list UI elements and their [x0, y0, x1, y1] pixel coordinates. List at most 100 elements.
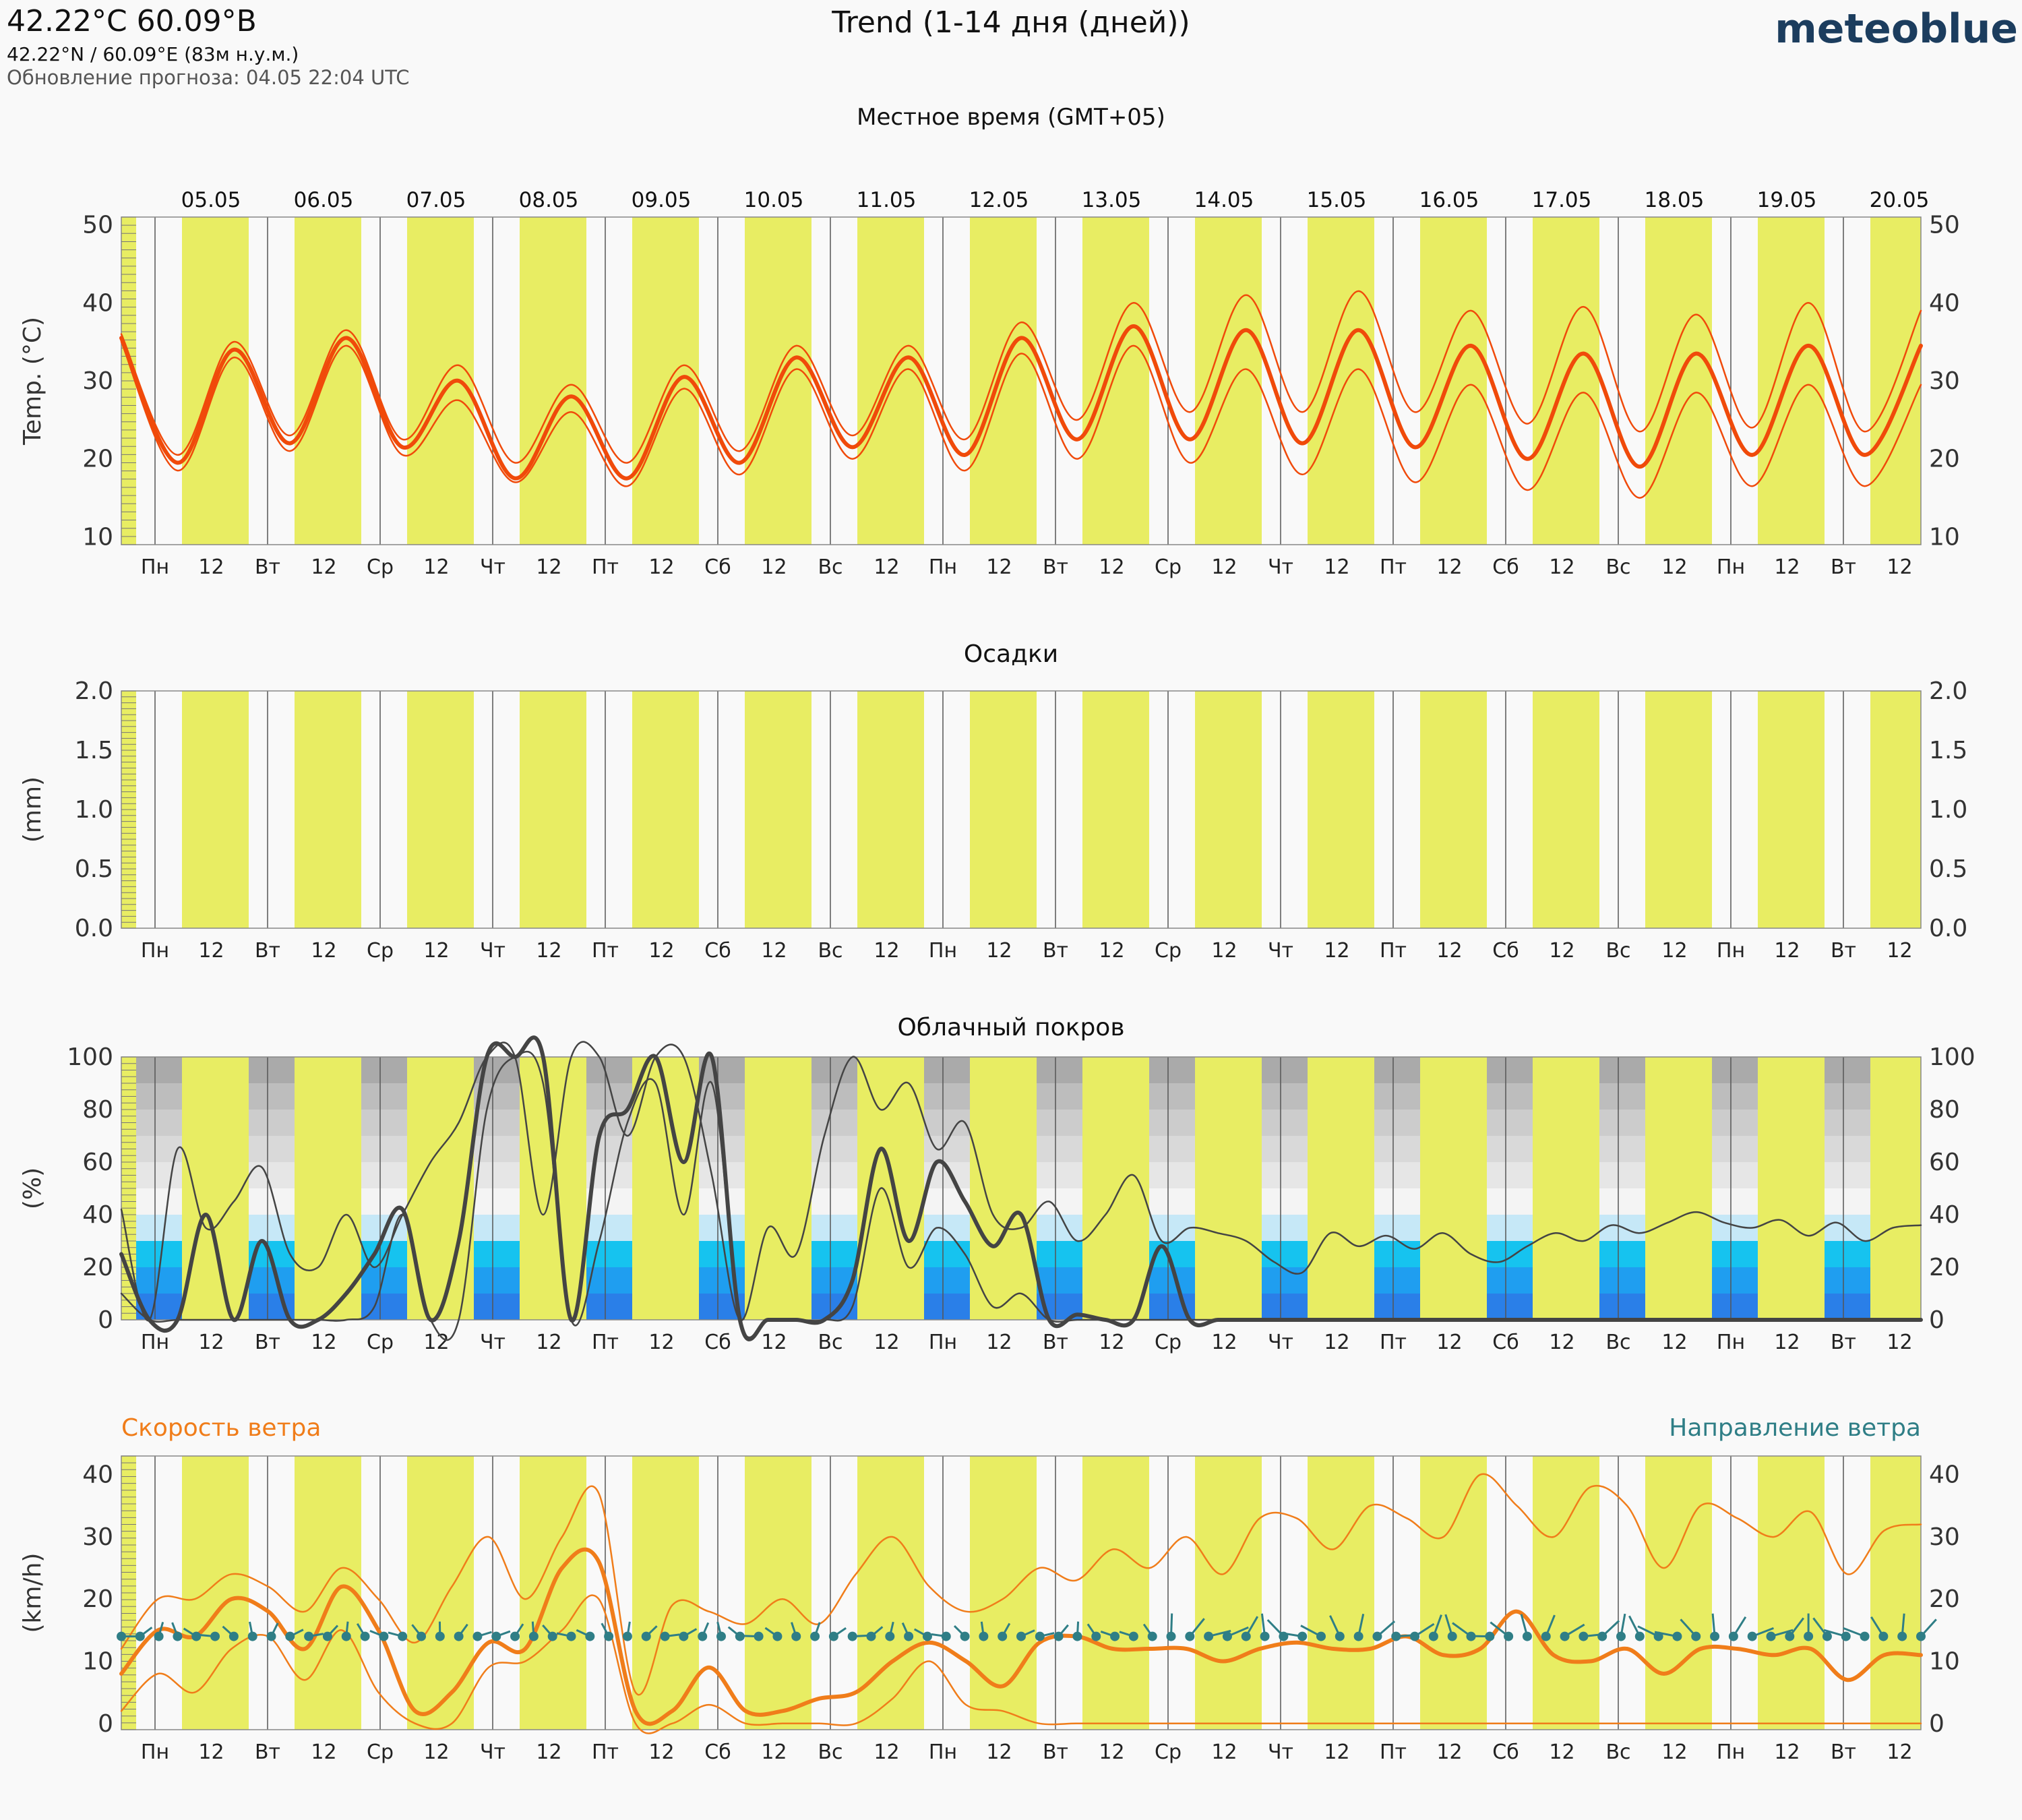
wind-direction-dot: [1072, 1631, 1082, 1641]
wind-direction-dot: [1185, 1631, 1195, 1641]
x-tick-label: 12: [1211, 1740, 1237, 1764]
x-tick-label: Вс: [818, 1331, 842, 1354]
x-tick-label: 12: [1774, 1331, 1800, 1354]
x-tick-label: Чт: [480, 939, 506, 963]
daylight-band: [857, 1057, 924, 1320]
y-tick-label-right: 80: [1929, 1096, 1960, 1124]
x-tick-label: Пт: [592, 555, 619, 579]
date-label: 17.05: [1532, 188, 1592, 212]
x-tick-label: Пн: [141, 555, 169, 579]
wind-direction-dot: [960, 1631, 970, 1641]
wind-direction-dot: [1916, 1631, 1926, 1641]
x-tick-label: Пт: [1380, 939, 1407, 963]
x-tick-label: Вс: [818, 555, 842, 579]
series-upper: [120, 1473, 1922, 1696]
x-tick-label: Вт: [1043, 1740, 1068, 1764]
x-tick-label: Вс: [1605, 1740, 1630, 1764]
x-tick-label: Чт: [1268, 1331, 1293, 1354]
daylight-band: [970, 1057, 1037, 1320]
x-tick-label: 12: [1887, 1740, 1912, 1764]
x-tick-label: 12: [423, 1331, 449, 1354]
series-upper: [120, 1041, 1922, 1322]
x-tick-label: 12: [761, 1740, 787, 1764]
date-label: 11.05: [857, 188, 917, 212]
x-tick-label: Ср: [1155, 1740, 1182, 1764]
wind-direction-dot: [1504, 1631, 1514, 1641]
x-tick-label: 12: [198, 939, 224, 963]
chart-main-title: Trend (1-14 дня (дней)): [832, 5, 1190, 40]
panel-precipitation: Пн 12 Вт 12 Ср 12 Чт 12 Пт 12 Сб 12 Вс 12 Пн 12 Вт 12 Ср 12…: [19, 677, 1967, 963]
x-tick-label: Пн: [1717, 1331, 1745, 1354]
x-tick-label: 12: [1549, 1331, 1574, 1354]
wind-direction-dot: [1897, 1631, 1907, 1641]
x-tick-label: 12: [311, 939, 336, 963]
y-tick-label-right: 40: [1929, 289, 1960, 317]
x-tick-label: Сб: [704, 555, 731, 579]
daylight-band: [1870, 1456, 1921, 1730]
wind-direction-dot: [1878, 1631, 1889, 1641]
daylight-band: [632, 1456, 699, 1730]
y-tick-label-right: 50: [1929, 212, 1960, 239]
x-tick-label: Вс: [1605, 555, 1630, 579]
y-tick-label-right: 20: [1929, 1254, 1960, 1281]
daylight-band: [295, 1057, 361, 1320]
y-tick-label-left: 0: [98, 1710, 113, 1738]
wind-direction-dot: [604, 1631, 614, 1641]
wind-direction-dot: [154, 1631, 164, 1641]
panel-temperature: Пн 12 Вт 12 Ср 12 Чт 12 Пт 12 Сб 12 Вс 12 Пн 12 Вт 12 Ср 12…: [19, 188, 1960, 579]
daylight-band: [520, 691, 586, 928]
x-tick-label: 12: [986, 555, 1012, 579]
date-label: 08.05: [519, 188, 579, 212]
daylight-band: [970, 691, 1037, 928]
y-tick-label-right: 100: [1929, 1043, 1975, 1071]
wind-direction-dot: [1353, 1631, 1364, 1641]
x-tick-label: 12: [1887, 939, 1912, 963]
wind-direction-legend: Направление ветра: [1669, 1414, 1921, 1442]
timezone-label: Местное время (GMT+05): [857, 104, 1165, 131]
wind-direction-dot: [528, 1631, 539, 1641]
daylight-band: [1645, 1057, 1712, 1320]
x-tick-label: Вс: [1605, 939, 1630, 963]
wind-direction-dot: [1297, 1631, 1308, 1641]
y-tick-label-left: 40: [82, 1201, 113, 1229]
daylight-band: [1195, 217, 1262, 545]
wind-direction-dot: [191, 1631, 202, 1641]
y-tick-label-left: 80: [82, 1096, 113, 1124]
daylight-band: [407, 691, 474, 928]
x-tick-label: 12: [648, 1740, 674, 1764]
x-tick-label: 12: [986, 1331, 1012, 1354]
wind-direction-dot: [1728, 1631, 1738, 1641]
wind-direction-dot: [679, 1631, 689, 1641]
x-tick-label: Ср: [367, 939, 394, 963]
y-tick-label-left: 0: [98, 1306, 113, 1334]
x-tick-label: Чт: [480, 1740, 506, 1764]
wind-direction-dot: [1128, 1631, 1138, 1641]
x-tick-label: Пн: [929, 1331, 957, 1354]
y-tick-label-left: 30: [82, 367, 113, 395]
wind-direction-dot: [979, 1631, 989, 1641]
brand-logo[interactable]: meteoblue: [1775, 5, 2018, 53]
date-label: 18.05: [1645, 188, 1705, 212]
wind-direction-dot: [1091, 1631, 1101, 1641]
daylight-band: [1420, 217, 1487, 545]
wind-direction-dot: [1672, 1631, 1682, 1641]
wind-direction-dot: [1804, 1631, 1814, 1641]
x-tick-label: 12: [1661, 939, 1687, 963]
panel-cloud: Пн 12 Вт 12 Ср 12 Чт 12 Пт 12 Сб 12 Вс 12 Пн 12 Вт 12 Ср 12…: [19, 1035, 1975, 1354]
x-tick-label: Пн: [1717, 939, 1745, 963]
date-label: 14.05: [1194, 188, 1254, 212]
x-tick-label: Пн: [929, 555, 957, 579]
x-tick-label: 12: [1549, 555, 1574, 579]
x-tick-label: 12: [423, 939, 449, 963]
daylight-band: [182, 1456, 249, 1730]
daylight-band: [1645, 1456, 1712, 1730]
daylight-band: [182, 691, 249, 928]
x-tick-label: 12: [198, 555, 224, 579]
wind-direction-dot: [1691, 1631, 1701, 1641]
location-title: 42.22°C 60.09°B: [7, 4, 257, 38]
daylight-band: [295, 691, 361, 928]
daylight-band: [1758, 1057, 1825, 1320]
x-tick-label: Сб: [704, 939, 731, 963]
wind-direction-dot: [1785, 1631, 1795, 1641]
x-tick-label: 12: [1211, 555, 1237, 579]
